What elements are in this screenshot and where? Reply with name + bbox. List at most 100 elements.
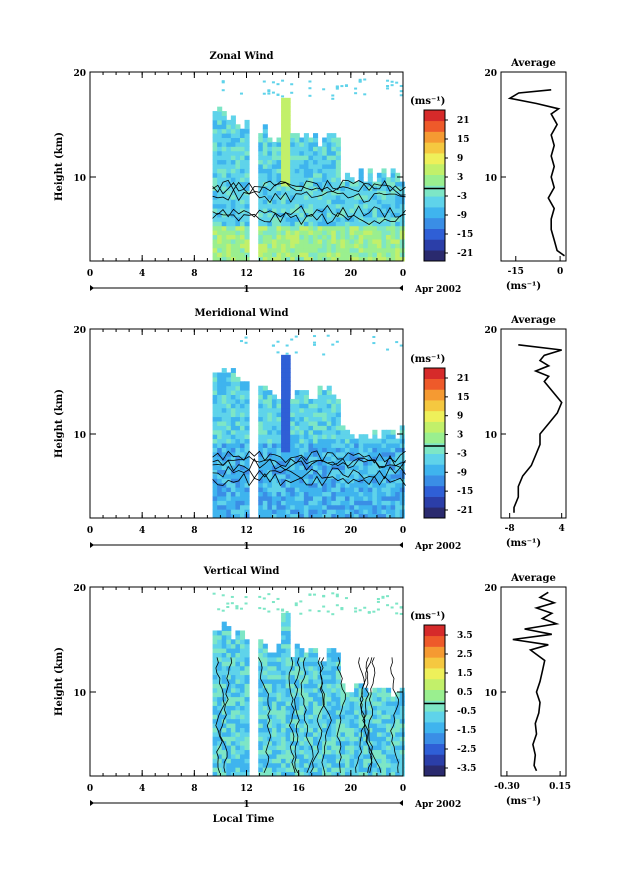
- heatmap-cell: [212, 740, 218, 746]
- x-tick-label: 12: [240, 784, 253, 794]
- heatmap-cell: [390, 194, 396, 200]
- heatmap-cell: [326, 687, 332, 693]
- heatmap-cell: [381, 749, 387, 755]
- heatmap-cell: [372, 234, 378, 240]
- heatmap-cell: [267, 696, 273, 702]
- heatmap-cell: [399, 491, 405, 497]
- heatmap-cell: [239, 648, 246, 654]
- heatmap-cell: [290, 456, 296, 462]
- heatmap-cell: [354, 234, 360, 240]
- heatmap-cell: [340, 607, 344, 610]
- heatmap-cell: [372, 456, 378, 462]
- heatmap-cell: [331, 163, 337, 169]
- heatmap-cell: [313, 714, 319, 720]
- heatmap-cell: [281, 216, 287, 222]
- heatmap-cell: [221, 504, 227, 510]
- heatmap-cell: [285, 509, 291, 515]
- heatmap-cell: [358, 447, 364, 453]
- heatmap-cell: [367, 212, 373, 218]
- heatmap-cell: [217, 159, 223, 165]
- heatmap-cell: [344, 749, 351, 755]
- heatmap-cell: [226, 727, 232, 733]
- heatmap-cell: [308, 473, 314, 479]
- heatmap-cell: [276, 230, 282, 236]
- heatmap-cell: [299, 652, 305, 658]
- heatmap-cell: [230, 247, 236, 253]
- heatmap-cell: [344, 429, 351, 435]
- heatmap-cell: [331, 500, 337, 506]
- heatmap-cell: [244, 146, 250, 152]
- heatmap-cell: [335, 687, 341, 693]
- heatmap-cell: [212, 403, 218, 409]
- heatmap-cell: [212, 513, 218, 519]
- heatmap-cell: [281, 491, 287, 497]
- heatmap-cell: [281, 723, 287, 728]
- heatmap-cell: [308, 771, 314, 777]
- heatmap-cell: [244, 509, 250, 515]
- heatmap-cell: [349, 460, 355, 466]
- heatmap-cell: [363, 692, 369, 698]
- heatmap-cell: [363, 203, 369, 209]
- heatmap-cell: [239, 714, 246, 720]
- heatmap-cell: [331, 727, 337, 733]
- heatmap-cell: [372, 460, 378, 466]
- heatmap-cell: [294, 133, 300, 139]
- heatmap-cell: [326, 194, 332, 200]
- heatmap-cell: [317, 230, 323, 236]
- heatmap-cell: [276, 420, 282, 426]
- heatmap-cell: [386, 447, 392, 453]
- heatmap-cell: [381, 482, 387, 488]
- heatmap-cell: [322, 163, 328, 169]
- heatmap-cell: [212, 670, 218, 676]
- heatmap-cell: [239, 674, 246, 680]
- heatmap-cell: [340, 491, 346, 497]
- heatmap-cell: [363, 208, 369, 213]
- heatmap-cell: [262, 137, 268, 143]
- heatmap-cell: [226, 718, 232, 724]
- heatmap-cell: [217, 208, 223, 213]
- heatmap-cell: [217, 451, 223, 457]
- heatmap-cell: [281, 137, 287, 143]
- heatmap-cell: [226, 221, 232, 227]
- heatmap-cell: [244, 420, 250, 426]
- heatmap-cell: [281, 190, 287, 196]
- heatmap-cell: [271, 146, 277, 152]
- heatmap-cell: [226, 709, 232, 715]
- heatmap-cell: [386, 495, 392, 501]
- heatmap-cell: [226, 137, 232, 143]
- heatmap-cell: [276, 648, 282, 654]
- heatmap-cell: [335, 513, 341, 519]
- heatmap-cell: [344, 243, 351, 249]
- heatmap-cell: [386, 79, 390, 82]
- heatmap-cell: [381, 491, 387, 497]
- heatmap-cell: [381, 736, 387, 742]
- heatmap-cell: [267, 661, 273, 667]
- heatmap-cell: [230, 390, 236, 396]
- heatmap-cell: [340, 709, 346, 715]
- heatmap-cell: [313, 500, 319, 506]
- heatmap-cell: [239, 252, 246, 258]
- heatmap-cell: [271, 692, 277, 698]
- heatmap-cell: [276, 190, 282, 196]
- heatmap-cell: [262, 407, 268, 413]
- heatmap-cell: [395, 495, 401, 501]
- heatmap-cell: [294, 137, 300, 143]
- heatmap-cell: [344, 509, 351, 515]
- heatmap-cell: [358, 451, 364, 457]
- heatmap-cell: [399, 190, 405, 196]
- heatmap-cell: [317, 434, 323, 440]
- heatmap-cell: [294, 753, 300, 759]
- heatmap-cell: [322, 420, 328, 426]
- heatmap-cell: [281, 509, 287, 515]
- heatmap-cell: [313, 771, 319, 777]
- heatmap-cell: [313, 727, 319, 733]
- heatmap-cell: [313, 407, 319, 413]
- heatmap-cell: [267, 447, 273, 453]
- heatmap-cell: [276, 159, 282, 165]
- heatmap-cell: [372, 482, 378, 488]
- heatmap-cell: [221, 626, 227, 631]
- heatmap-cell: [235, 390, 241, 396]
- heatmap-cell: [294, 208, 300, 213]
- heatmap-cell: [326, 736, 332, 742]
- heatmap-cell: [285, 97, 291, 103]
